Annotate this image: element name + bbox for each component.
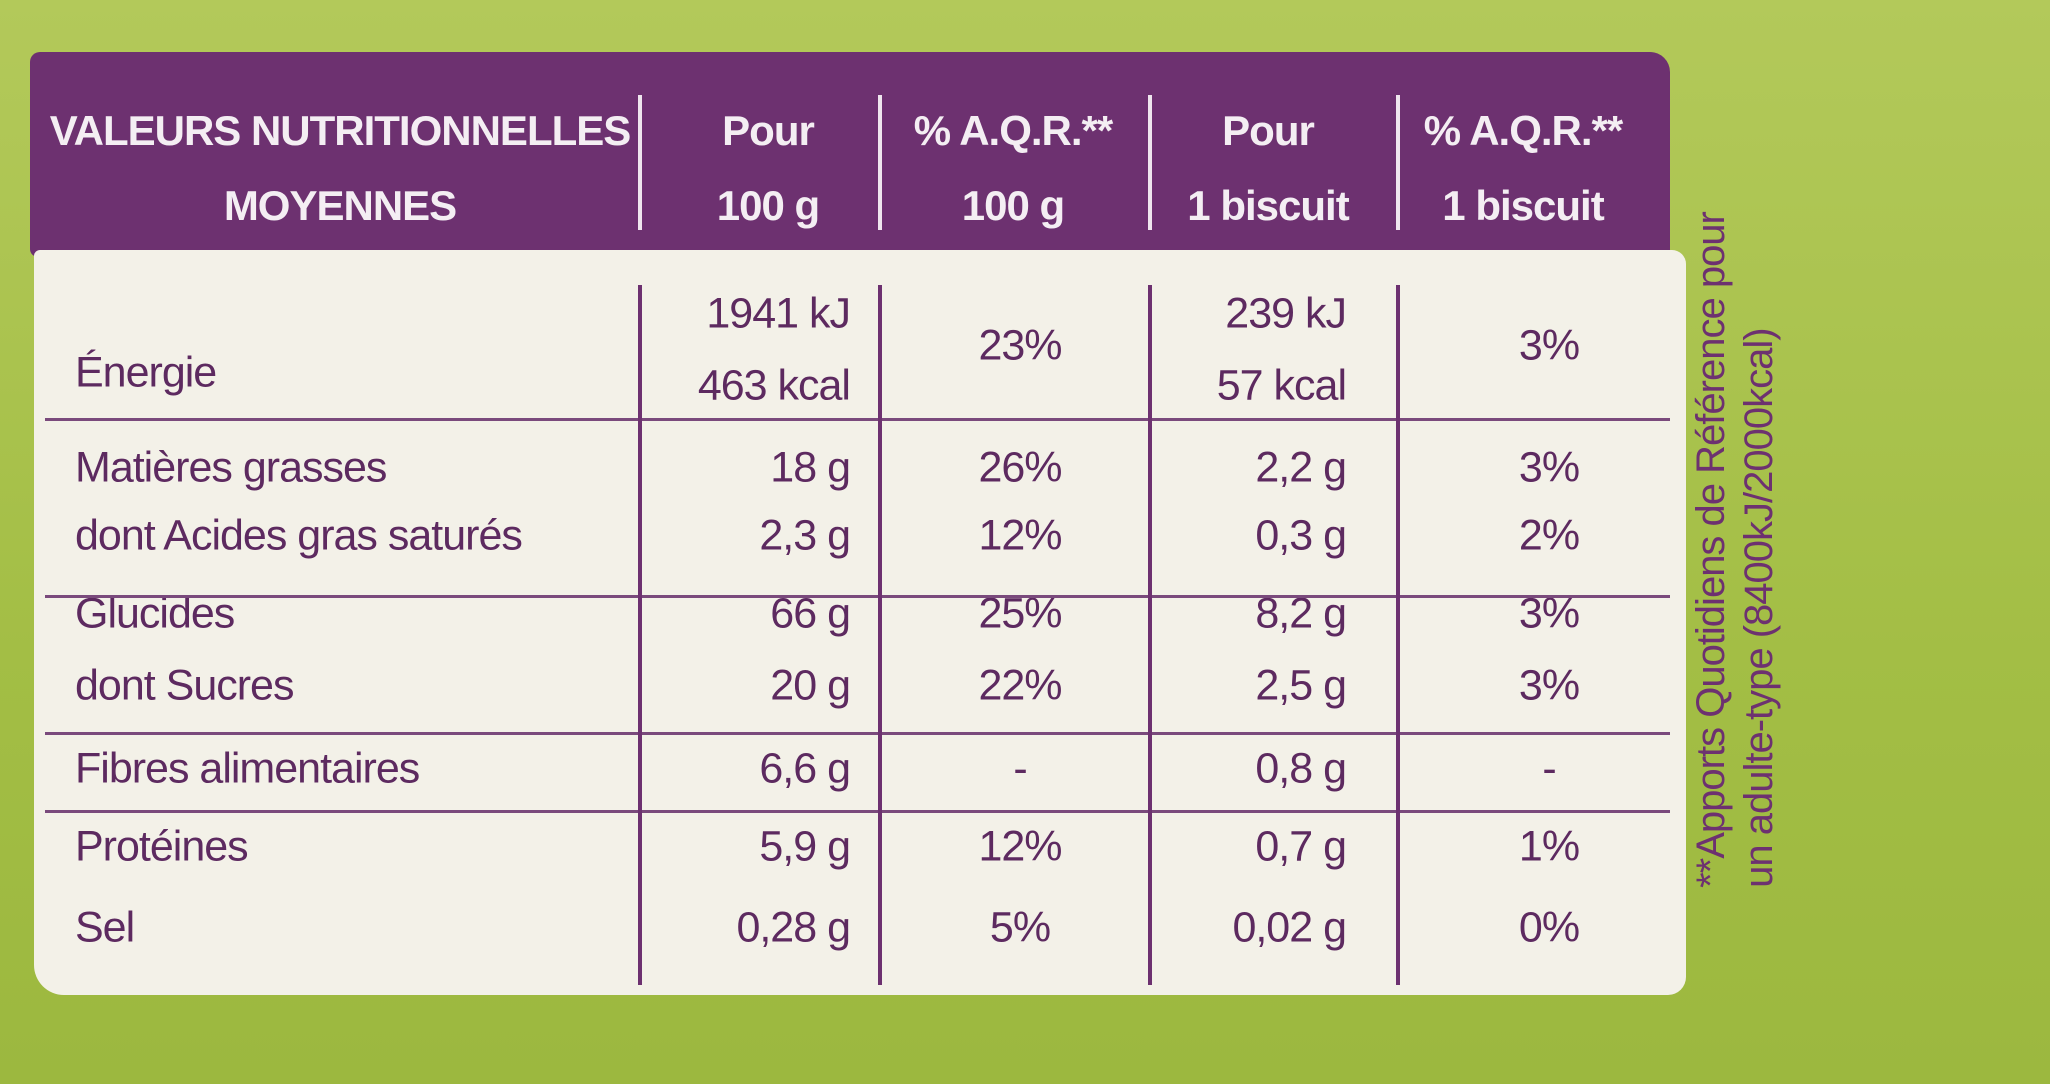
header-text: 100 g: [716, 182, 820, 229]
table-area: [34, 250, 1686, 995]
row-label: Glucides: [75, 589, 235, 638]
cell-text: 20 g: [770, 661, 851, 710]
cell-text: 12%: [978, 822, 1062, 871]
cell-text: 3%: [1518, 443, 1580, 492]
row-label: Énergie: [75, 348, 217, 397]
row-separator: [45, 418, 1670, 421]
header-text: VALEURS NUTRITIONNELLES: [49, 107, 632, 154]
cell-text: 57 kcal: [1216, 361, 1347, 410]
cell-text: 0,8 g: [1255, 744, 1347, 793]
column-separator: [878, 285, 882, 985]
row-label: dont Sucres: [75, 661, 294, 710]
header-separator: [1148, 95, 1152, 230]
cell-text: 66 g: [770, 589, 851, 638]
cell-text: 0,28 g: [736, 903, 851, 952]
cell-text: 8,2 g: [1255, 589, 1347, 638]
header-text: % A.Q.R.**: [913, 107, 1113, 154]
row-label: Protéines: [75, 822, 249, 871]
cell-text: 0,7 g: [1255, 822, 1347, 871]
cell-text: 239 kJ: [1225, 289, 1347, 338]
header-separator: [638, 95, 642, 230]
cell-text: 1941 kJ: [706, 289, 851, 338]
cell-text: 1%: [1518, 822, 1580, 871]
cell-text: 23%: [978, 321, 1062, 370]
cell-text: 2,3 g: [759, 511, 851, 560]
row-separator: [45, 810, 1670, 813]
footnote-line: **Apports Quotidiens de Référence pour: [1689, 212, 1733, 888]
cell-text: 3%: [1518, 321, 1580, 370]
cell-text: 2,5 g: [1255, 661, 1347, 710]
cell-text: 22%: [978, 661, 1062, 710]
header-text: Pour: [1222, 107, 1315, 154]
row-separator: [45, 732, 1670, 735]
cell-text: 3%: [1518, 661, 1580, 710]
header-text: % A.Q.R.**: [1423, 107, 1623, 154]
footnote-line: un adulte-type (8400kJ/2000kcal): [1737, 328, 1781, 888]
cell-text: 0,3 g: [1255, 511, 1347, 560]
cell-text: -: [1542, 744, 1556, 793]
row-label: Fibres alimentaires: [75, 744, 420, 793]
cell-text: 12%: [978, 511, 1062, 560]
cell-text: 6,6 g: [759, 744, 851, 793]
cell-text: 463 kcal: [697, 361, 851, 410]
header-text: 100 g: [961, 182, 1065, 229]
cell-text: 3%: [1518, 589, 1580, 638]
cell-text: 25%: [978, 589, 1062, 638]
header-text: 1 biscuit: [1187, 182, 1349, 229]
cell-text: 2%: [1518, 511, 1580, 560]
cell-text: 0,02 g: [1232, 903, 1347, 952]
cell-text: 5%: [989, 903, 1051, 952]
row-label: Matières grasses: [75, 443, 387, 492]
row-separator: [45, 595, 1670, 598]
header-text: 1 biscuit: [1442, 182, 1604, 229]
cell-text: 26%: [978, 443, 1062, 492]
cell-text: 5,9 g: [759, 822, 851, 871]
header-text: MOYENNES: [223, 182, 457, 229]
cell-text: 18 g: [770, 443, 851, 492]
column-separator: [638, 285, 642, 985]
column-separator: [1148, 285, 1152, 985]
row-label: dont Acides gras saturés: [75, 511, 523, 560]
header-text: Pour: [722, 107, 815, 154]
cell-text: 2,2 g: [1255, 443, 1347, 492]
cell-text: -: [1013, 744, 1027, 793]
cell-text: 0%: [1518, 903, 1580, 952]
footnote: **Apports Quotidiens de Référence pour u…: [1687, 212, 1783, 888]
row-label: Sel: [75, 903, 135, 952]
header-separator: [878, 95, 882, 230]
column-separator: [1396, 285, 1400, 985]
header-separator: [1396, 95, 1400, 230]
